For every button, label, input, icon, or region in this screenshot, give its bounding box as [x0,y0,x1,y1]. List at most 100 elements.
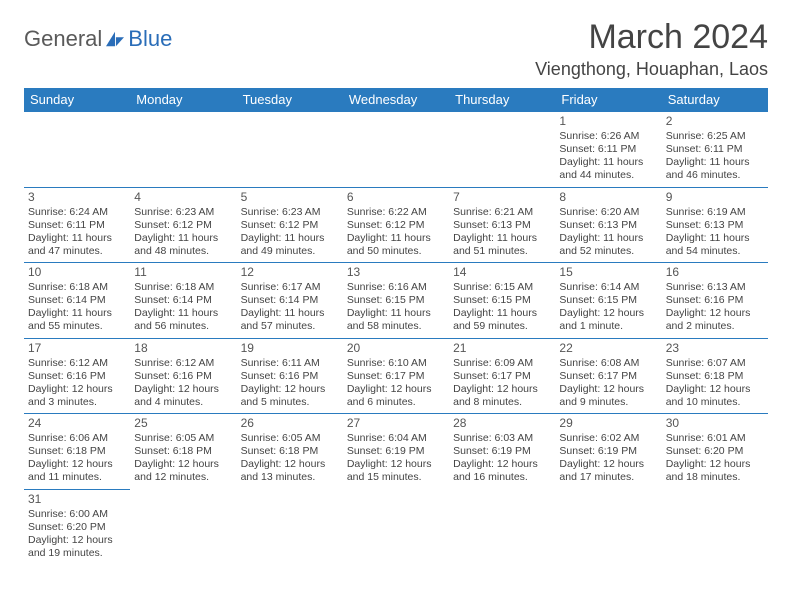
calendar-day: 14Sunrise: 6:15 AMSunset: 6:15 PMDayligh… [449,263,555,339]
calendar-empty [130,112,236,188]
sunset-line: Sunset: 6:16 PM [666,294,764,307]
day-number: 13 [347,265,445,280]
logo-text-blue: Blue [128,26,172,52]
calendar-day: 21Sunrise: 6:09 AMSunset: 6:17 PMDayligh… [449,338,555,414]
column-header: Friday [555,88,661,112]
daylight-line: Daylight: 12 hours and 10 minutes. [666,383,764,409]
month-title: March 2024 [535,18,768,57]
sunset-line: Sunset: 6:15 PM [559,294,657,307]
calendar-day: 19Sunrise: 6:11 AMSunset: 6:16 PMDayligh… [237,338,343,414]
calendar-day: 5Sunrise: 6:23 AMSunset: 6:12 PMDaylight… [237,187,343,263]
sunrise-line: Sunrise: 6:05 AM [134,432,232,445]
calendar-empty [449,112,555,188]
day-info: Sunrise: 6:26 AMSunset: 6:11 PMDaylight:… [559,130,657,183]
sunrise-line: Sunrise: 6:06 AM [28,432,126,445]
sunset-line: Sunset: 6:12 PM [241,219,339,232]
daylight-line: Daylight: 11 hours and 48 minutes. [134,232,232,258]
column-header: Monday [130,88,236,112]
day-number: 19 [241,341,339,356]
calendar-day: 4Sunrise: 6:23 AMSunset: 6:12 PMDaylight… [130,187,236,263]
day-number: 23 [666,341,764,356]
day-number: 20 [347,341,445,356]
day-number: 25 [134,416,232,431]
day-info: Sunrise: 6:15 AMSunset: 6:15 PMDaylight:… [453,281,551,334]
day-info: Sunrise: 6:05 AMSunset: 6:18 PMDaylight:… [134,432,232,485]
sunset-line: Sunset: 6:17 PM [559,370,657,383]
sunset-line: Sunset: 6:19 PM [559,445,657,458]
header: General Blue March 2024 Viengthong, Houa… [24,18,768,80]
calendar-day: 15Sunrise: 6:14 AMSunset: 6:15 PMDayligh… [555,263,661,339]
calendar-day: 23Sunrise: 6:07 AMSunset: 6:18 PMDayligh… [662,338,768,414]
sunrise-line: Sunrise: 6:13 AM [666,281,764,294]
day-info: Sunrise: 6:20 AMSunset: 6:13 PMDaylight:… [559,206,657,259]
sunrise-line: Sunrise: 6:16 AM [347,281,445,294]
sunrise-line: Sunrise: 6:23 AM [241,206,339,219]
day-number: 12 [241,265,339,280]
day-number: 10 [28,265,126,280]
calendar-empty [555,489,661,564]
sunset-line: Sunset: 6:13 PM [666,219,764,232]
daylight-line: Daylight: 11 hours and 54 minutes. [666,232,764,258]
day-number: 29 [559,416,657,431]
day-info: Sunrise: 6:18 AMSunset: 6:14 PMDaylight:… [28,281,126,334]
sunset-line: Sunset: 6:16 PM [241,370,339,383]
sunrise-line: Sunrise: 6:00 AM [28,508,126,521]
calendar-empty [343,489,449,564]
daylight-line: Daylight: 12 hours and 1 minute. [559,307,657,333]
logo: General Blue [24,18,172,52]
calendar-day: 10Sunrise: 6:18 AMSunset: 6:14 PMDayligh… [24,263,130,339]
calendar-day: 18Sunrise: 6:12 AMSunset: 6:16 PMDayligh… [130,338,236,414]
calendar-day: 11Sunrise: 6:18 AMSunset: 6:14 PMDayligh… [130,263,236,339]
calendar-empty [24,112,130,188]
sunrise-line: Sunrise: 6:11 AM [241,357,339,370]
day-info: Sunrise: 6:12 AMSunset: 6:16 PMDaylight:… [28,357,126,410]
day-info: Sunrise: 6:21 AMSunset: 6:13 PMDaylight:… [453,206,551,259]
sunrise-line: Sunrise: 6:18 AM [28,281,126,294]
column-header: Thursday [449,88,555,112]
calendar-day: 22Sunrise: 6:08 AMSunset: 6:17 PMDayligh… [555,338,661,414]
day-info: Sunrise: 6:11 AMSunset: 6:16 PMDaylight:… [241,357,339,410]
sunset-line: Sunset: 6:12 PM [134,219,232,232]
calendar-empty [237,112,343,188]
sunset-line: Sunset: 6:14 PM [134,294,232,307]
sunset-line: Sunset: 6:18 PM [134,445,232,458]
calendar-day: 28Sunrise: 6:03 AMSunset: 6:19 PMDayligh… [449,414,555,490]
calendar-day: 25Sunrise: 6:05 AMSunset: 6:18 PMDayligh… [130,414,236,490]
daylight-line: Daylight: 11 hours and 51 minutes. [453,232,551,258]
sunrise-line: Sunrise: 6:08 AM [559,357,657,370]
day-number: 1 [559,114,657,129]
day-number: 30 [666,416,764,431]
day-info: Sunrise: 6:06 AMSunset: 6:18 PMDaylight:… [28,432,126,485]
day-info: Sunrise: 6:02 AMSunset: 6:19 PMDaylight:… [559,432,657,485]
calendar-table: SundayMondayTuesdayWednesdayThursdayFrid… [24,88,768,564]
daylight-line: Daylight: 12 hours and 3 minutes. [28,383,126,409]
daylight-line: Daylight: 11 hours and 58 minutes. [347,307,445,333]
day-number: 28 [453,416,551,431]
daylight-line: Daylight: 12 hours and 9 minutes. [559,383,657,409]
column-header: Saturday [662,88,768,112]
sunset-line: Sunset: 6:15 PM [347,294,445,307]
daylight-line: Daylight: 11 hours and 47 minutes. [28,232,126,258]
day-number: 14 [453,265,551,280]
day-number: 18 [134,341,232,356]
day-info: Sunrise: 6:14 AMSunset: 6:15 PMDaylight:… [559,281,657,334]
day-info: Sunrise: 6:16 AMSunset: 6:15 PMDaylight:… [347,281,445,334]
sunrise-line: Sunrise: 6:09 AM [453,357,551,370]
sunrise-line: Sunrise: 6:12 AM [28,357,126,370]
calendar-day: 16Sunrise: 6:13 AMSunset: 6:16 PMDayligh… [662,263,768,339]
sunset-line: Sunset: 6:11 PM [28,219,126,232]
day-number: 24 [28,416,126,431]
location: Viengthong, Houaphan, Laos [535,59,768,80]
column-header: Sunday [24,88,130,112]
day-info: Sunrise: 6:05 AMSunset: 6:18 PMDaylight:… [241,432,339,485]
day-info: Sunrise: 6:09 AMSunset: 6:17 PMDaylight:… [453,357,551,410]
day-number: 6 [347,190,445,205]
title-block: March 2024 Viengthong, Houaphan, Laos [535,18,768,80]
sunrise-line: Sunrise: 6:12 AM [134,357,232,370]
calendar-day: 9Sunrise: 6:19 AMSunset: 6:13 PMDaylight… [662,187,768,263]
day-number: 31 [28,492,126,507]
calendar-day: 13Sunrise: 6:16 AMSunset: 6:15 PMDayligh… [343,263,449,339]
sunrise-line: Sunrise: 6:15 AM [453,281,551,294]
calendar-day: 6Sunrise: 6:22 AMSunset: 6:12 PMDaylight… [343,187,449,263]
calendar-day: 30Sunrise: 6:01 AMSunset: 6:20 PMDayligh… [662,414,768,490]
